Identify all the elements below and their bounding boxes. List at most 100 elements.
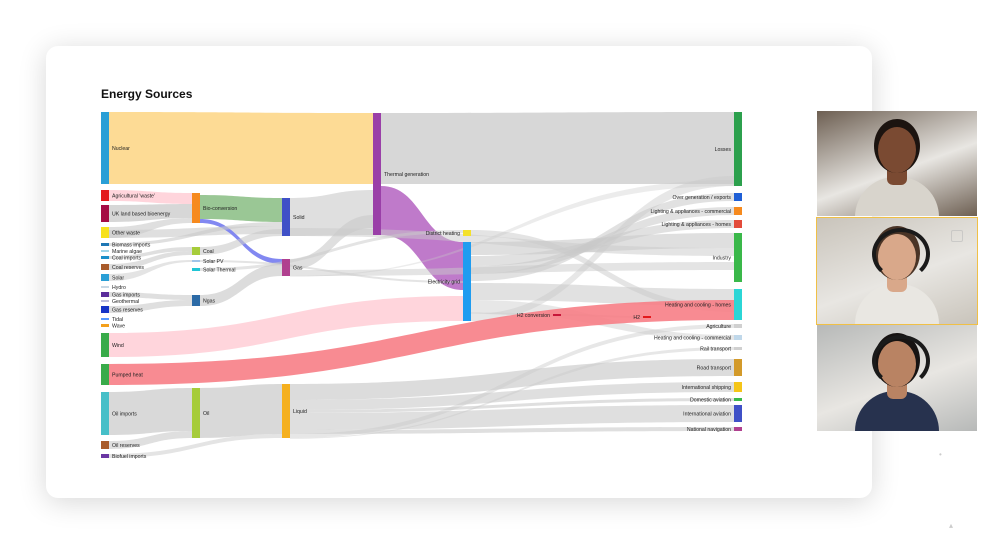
- node-gas[interactable]: [282, 259, 290, 276]
- node-oilimports[interactable]: [101, 392, 109, 435]
- flow-oil-to-liquid[interactable]: [200, 384, 282, 438]
- flow-oilreserves-to-oil[interactable]: [109, 431, 192, 449]
- node-label-bioimports: Biomass imports: [112, 243, 151, 249]
- flow-grid-to-losses[interactable]: [471, 176, 734, 321]
- node-overgen[interactable]: [734, 193, 742, 201]
- node-label-ukbio: UK land based bioenergy: [112, 212, 171, 218]
- flow-nuclear-to-thermal[interactable]: [109, 112, 373, 184]
- flow-liquid-to-road[interactable]: [290, 359, 734, 400]
- node-liquid[interactable]: [282, 384, 290, 438]
- node-bioconv[interactable]: [192, 193, 200, 223]
- node-losses[interactable]: [734, 112, 742, 186]
- node-domavi[interactable]: [734, 398, 742, 401]
- node-label-h2conv: H2 conversion: [517, 313, 550, 319]
- flow-solar-to-solarpv[interactable]: [109, 260, 192, 281]
- node-wind[interactable]: [101, 333, 109, 357]
- flow-district-to-heathome[interactable]: [471, 230, 734, 312]
- node-label-oilimports: Oil imports: [112, 412, 137, 418]
- screen-share-icon[interactable]: [951, 230, 963, 242]
- node-ngas[interactable]: [192, 295, 200, 306]
- node-solarpv[interactable]: [192, 260, 200, 262]
- flow-wind-to-grid[interactable]: [109, 296, 463, 357]
- node-solid[interactable]: [282, 198, 290, 236]
- node-label-oil: Oil: [203, 411, 209, 417]
- flow-liquid-to-intship[interactable]: [290, 382, 734, 410]
- flow-liquid-to-rail[interactable]: [290, 347, 734, 439]
- node-pumpedheat[interactable]: [101, 364, 109, 385]
- node-thermal[interactable]: [373, 113, 381, 235]
- node-intship[interactable]: [734, 382, 742, 392]
- node-agriculture[interactable]: [734, 324, 742, 328]
- flow-gasreserves-to-ngas[interactable]: [109, 300, 192, 313]
- node-rail[interactable]: [734, 347, 742, 350]
- video-tile-participant-1[interactable]: [817, 111, 977, 216]
- node-label-heathome: Heating and cooling - homes: [665, 303, 731, 309]
- node-district[interactable]: [463, 230, 471, 236]
- node-geothermal[interactable]: [101, 300, 109, 302]
- flow-pumpedheat-to-heathome[interactable]: [109, 300, 734, 385]
- flow-solarpv-to-grid[interactable]: [200, 260, 463, 283]
- node-ukbio[interactable]: [101, 205, 109, 222]
- node-heathome[interactable]: [734, 289, 742, 320]
- node-agri[interactable]: [101, 190, 109, 201]
- video-tile-participant-3[interactable]: [817, 325, 977, 431]
- flow-gasimports-to-ngas[interactable]: [109, 292, 192, 300]
- flow-liquid-to-intavi[interactable]: [290, 405, 734, 430]
- node-lighthome[interactable]: [734, 220, 742, 228]
- node-solar[interactable]: [101, 274, 109, 281]
- flow-oilimports-to-oil[interactable]: [109, 388, 192, 435]
- node-bioimports[interactable]: [101, 243, 109, 246]
- node-coal[interactable]: [192, 247, 200, 255]
- node-label-gasreserves: Gas reserves: [112, 308, 143, 314]
- node-h2[interactable]: [643, 316, 651, 318]
- node-natnav[interactable]: [734, 427, 742, 431]
- node-h2conv[interactable]: [553, 314, 561, 316]
- node-tidal[interactable]: [101, 318, 109, 320]
- flow-liquid-to-natnav[interactable]: [290, 427, 734, 434]
- node-coalreserves[interactable]: [101, 264, 109, 270]
- node-coalimports[interactable]: [101, 256, 109, 259]
- node-oil[interactable]: [192, 388, 200, 438]
- flow-coalimports-to-coal[interactable]: [109, 247, 192, 259]
- node-grid[interactable]: [463, 242, 471, 321]
- node-wave[interactable]: [101, 324, 109, 327]
- flow-otherwaste-to-solid[interactable]: [109, 226, 282, 238]
- node-hydro[interactable]: [101, 286, 109, 288]
- node-industry[interactable]: [734, 233, 742, 282]
- flow-agri-to-bioconv[interactable]: [109, 190, 192, 204]
- node-oilreserves[interactable]: [101, 441, 109, 449]
- node-nuclear[interactable]: [101, 112, 109, 184]
- flow-ukbio-to-bioconv[interactable]: [109, 204, 192, 222]
- sankey-nodes: [101, 112, 742, 458]
- node-label-tidal: Tidal: [112, 317, 123, 323]
- flow-ngas-to-gas[interactable]: [200, 264, 282, 306]
- flow-gas-to-losses[interactable]: [290, 180, 734, 277]
- flow-biofuel-to-liquid[interactable]: [109, 434, 282, 458]
- flow-bioimports-to-solid[interactable]: [109, 222, 282, 246]
- node-biofuel[interactable]: [101, 454, 109, 458]
- node-label-marine: Marine algae: [112, 249, 142, 255]
- node-label-bioconv: Bio-conversion: [203, 206, 237, 212]
- node-label-wind: Wind: [112, 343, 124, 349]
- node-road[interactable]: [734, 359, 742, 376]
- node-heatcom[interactable]: [734, 335, 742, 340]
- flow-liquid-to-domavi[interactable]: [290, 398, 734, 413]
- node-gasimports[interactable]: [101, 292, 109, 297]
- flow-coal-to-solid[interactable]: [200, 229, 282, 255]
- node-otherwaste[interactable]: [101, 227, 109, 238]
- video-tile-participant-2[interactable]: [816, 217, 978, 325]
- flow-thermal-to-losses[interactable]: [381, 112, 734, 184]
- node-gasreserves[interactable]: [101, 306, 109, 313]
- node-label-nuclear: Nuclear: [112, 146, 130, 152]
- flow-liquid-to-agriculture[interactable]: [290, 324, 734, 438]
- node-label-industry: Industry: [713, 256, 732, 262]
- flow-coalreserves-to-coal[interactable]: [109, 251, 192, 270]
- node-solarthermal[interactable]: [192, 268, 200, 271]
- node-lightcom[interactable]: [734, 207, 742, 215]
- node-marine[interactable]: [101, 250, 109, 252]
- flow-bioconv-to-solid[interactable]: [200, 195, 282, 222]
- flow-solarthermal-to-district[interactable]: [200, 230, 463, 271]
- flow-grid-to-overgen[interactable]: [471, 193, 734, 281]
- node-intavi[interactable]: [734, 405, 742, 422]
